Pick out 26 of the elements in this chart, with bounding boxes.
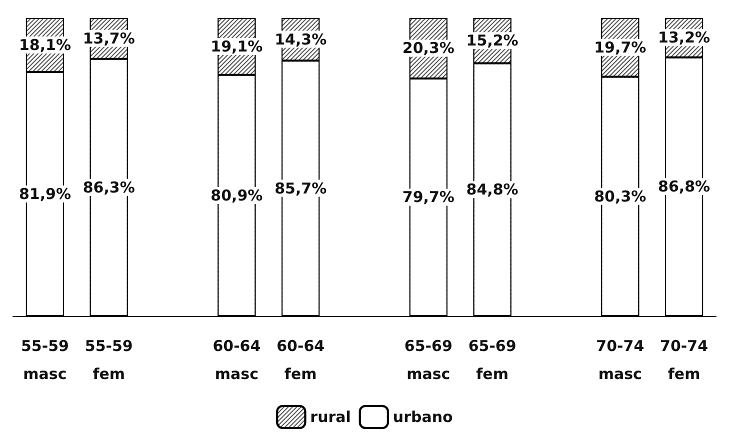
x-tick-label: 55-59 masc	[20, 337, 69, 383]
x-tick-label: 70-74 masc	[596, 337, 644, 383]
data-label: 14,3%	[274, 30, 327, 48]
data-label: 85,7%	[274, 179, 327, 198]
legend-label: urbano	[392, 408, 453, 426]
data-label: 79,7%	[402, 188, 454, 206]
x-tick-label: 65-69 fem	[468, 337, 516, 383]
data-label: 81,9%	[18, 184, 71, 203]
data-label: 86,3%	[82, 178, 135, 196]
x-tick-label: 65-69 masc	[404, 337, 452, 383]
data-label: 20,3%	[402, 39, 454, 58]
x-tick-label: 60-64 fem	[276, 337, 325, 383]
data-label: 19,1%	[210, 37, 263, 56]
legend-label: rural	[310, 408, 351, 426]
data-label: 19,7%	[594, 38, 646, 56]
data-label: 13,7%	[82, 29, 135, 48]
x-tick-label: 60-64 masc	[212, 337, 261, 383]
data-label: 13,2%	[658, 28, 710, 47]
data-label: 86,8%	[658, 178, 710, 196]
data-label: 15,2%	[466, 32, 518, 50]
x-tick-label: 70-74 fem	[660, 337, 708, 383]
data-label: 84,8%	[466, 180, 518, 199]
data-label: 80,3%	[594, 187, 646, 206]
data-label: 80,9%	[210, 186, 263, 204]
x-tick-label: 55-59 fem	[84, 337, 133, 383]
data-label: 18,1%	[18, 36, 71, 54]
